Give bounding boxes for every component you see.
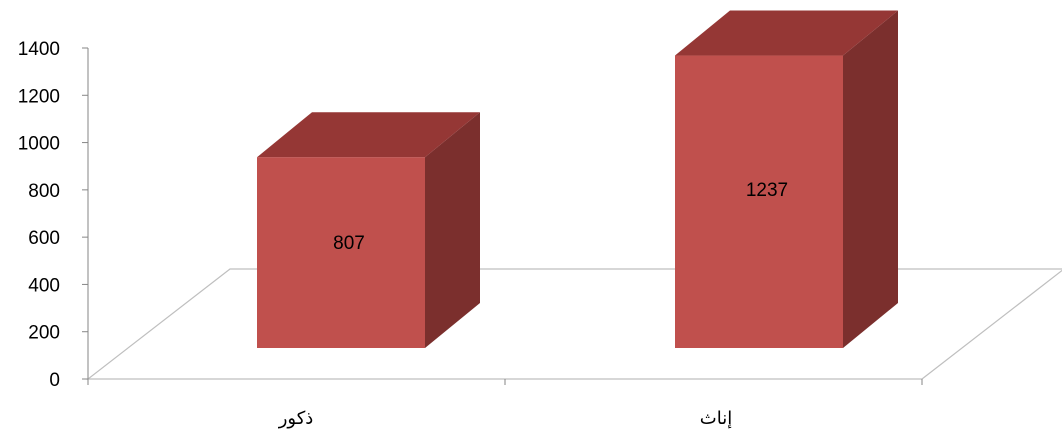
labels: 807 ذكور 1237 إناث xyxy=(278,180,788,429)
y-tick-label: 1200 xyxy=(18,86,60,107)
bar-top xyxy=(675,10,898,56)
bar-side xyxy=(843,10,898,349)
data-label: 807 xyxy=(333,233,365,254)
y-tick-label: 800 xyxy=(28,181,60,202)
y-tick-label: 200 xyxy=(28,323,60,344)
bar xyxy=(257,112,480,348)
bar-front xyxy=(257,157,425,348)
bar xyxy=(675,10,898,349)
y-tick-label: 0 xyxy=(49,370,60,391)
y-tick-label: 400 xyxy=(28,275,60,296)
floor-plane xyxy=(86,268,1062,380)
bars xyxy=(257,10,898,349)
y-tick-label: 600 xyxy=(28,228,60,249)
value-axis: 0 200 400 600 800 1000 1200 1400 xyxy=(18,39,923,391)
data-label: 1237 xyxy=(746,180,788,201)
category-label: إناث xyxy=(700,408,732,429)
y-tick-label: 1000 xyxy=(18,134,60,155)
bar-top xyxy=(257,112,480,158)
y-tick-label: 1400 xyxy=(18,39,60,60)
chart-floor xyxy=(86,268,1062,380)
bar-side xyxy=(425,112,480,348)
bar-front xyxy=(675,55,843,349)
category-label: ذكور xyxy=(278,408,314,429)
